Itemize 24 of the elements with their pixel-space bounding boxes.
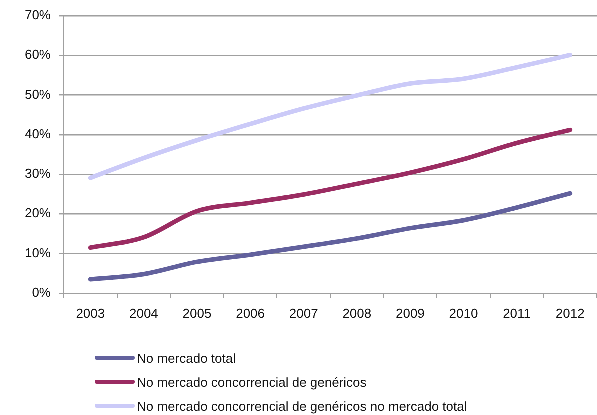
legend-label: No mercado total <box>137 350 236 366</box>
x-tick-label: 2010 <box>449 306 478 321</box>
y-tick-label: 60% <box>24 47 52 62</box>
x-tick-label: 2011 <box>503 306 532 321</box>
y-tick-label: 50% <box>24 86 52 102</box>
line-series <box>88 52 573 180</box>
legend-label: No mercado concorrencial de genéricos no mercado total <box>137 398 468 414</box>
y-tick-label: 40% <box>24 126 52 142</box>
x-tick-label: 2008 <box>342 306 372 321</box>
line-series <box>88 128 573 250</box>
x-tick-label: 2003 <box>76 306 106 321</box>
y-tick-label: 70% <box>24 8 52 23</box>
x-tick-label: 2012 <box>556 306 585 321</box>
legend-label: No mercado concorrencial de genéricos <box>137 374 367 390</box>
x-tick-label: 2009 <box>396 306 425 321</box>
y-tick-label: 30% <box>24 166 52 182</box>
x-tick-label: 2005 <box>182 306 212 321</box>
x-tick-label: 2006 <box>236 306 266 321</box>
line-series <box>88 191 573 282</box>
y-tick-label: 10% <box>24 245 52 260</box>
x-tick-label: 2004 <box>129 306 158 321</box>
y-tick-label: 20% <box>24 206 52 221</box>
x-tick-label: 2007 <box>289 306 318 321</box>
y-tick-label: 0% <box>32 284 52 300</box>
